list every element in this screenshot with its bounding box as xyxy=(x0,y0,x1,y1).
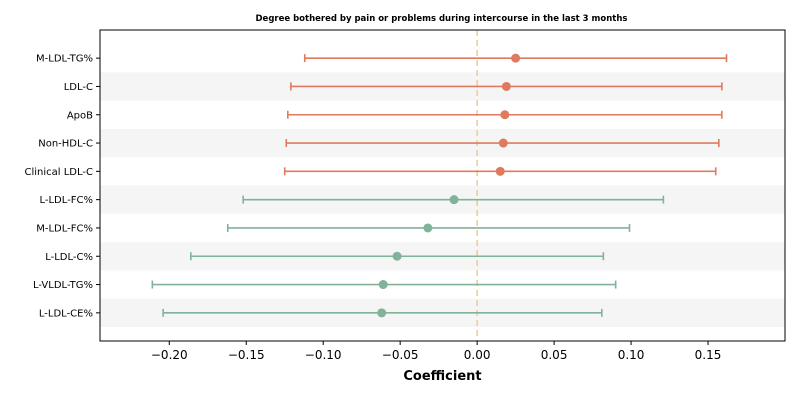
x-axis-label: Coefficient xyxy=(403,369,481,384)
x-tick-label: −0.05 xyxy=(382,348,419,362)
y-tick-label: L-LDL-CE% xyxy=(39,308,93,319)
x-tick-label: 0.10 xyxy=(618,348,645,362)
x-tick-label: −0.20 xyxy=(151,348,188,362)
estimate-point xyxy=(498,138,508,148)
y-tick-label: L-LDL-C% xyxy=(45,252,93,263)
x-axis: −0.20 −0.15 −0.10 −0.05 0.00 0.05 0.10 0.15 xyxy=(151,341,722,362)
estimate-point xyxy=(423,223,433,233)
x-tick-label: −0.15 xyxy=(228,348,265,362)
y-tick-label: M-LDL-FC% xyxy=(36,223,93,234)
estimate-point xyxy=(392,251,402,261)
chart-title: Degree bothered by pain or problems duri… xyxy=(256,14,628,24)
y-tick-label: LDL-C xyxy=(64,82,93,93)
y-tick-label: Clinical LDL-C xyxy=(25,167,94,178)
plot-frame xyxy=(99,29,786,342)
estimate-point xyxy=(378,280,388,290)
point-estimates xyxy=(377,53,521,318)
estimate-point xyxy=(495,166,505,176)
estimate-point xyxy=(501,81,511,91)
estimate-point xyxy=(449,195,459,205)
y-axis: M-LDL-TG% LDL-C ApoB Non-HDL-C Clinical LDL-… xyxy=(25,54,100,319)
y-tick-label: M-LDL-TG% xyxy=(36,54,93,65)
y-tick-label: L-VLDL-TG% xyxy=(33,280,93,291)
estimate-point xyxy=(500,110,510,120)
y-tick-label: ApoB xyxy=(67,110,93,121)
x-tick-label: 0.00 xyxy=(464,348,491,362)
y-tick-label: L-LDL-FC% xyxy=(39,195,93,206)
estimate-point xyxy=(377,308,387,318)
x-tick-label: 0.15 xyxy=(695,348,722,362)
x-tick-label: 0.05 xyxy=(541,348,568,362)
y-tick-label: Non-HDL-C xyxy=(38,139,93,150)
estimate-point xyxy=(511,53,521,63)
x-tick-label: −0.10 xyxy=(305,348,342,362)
